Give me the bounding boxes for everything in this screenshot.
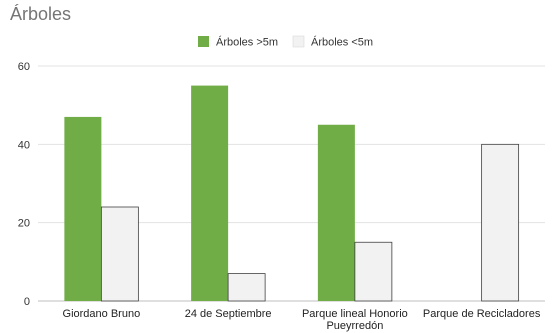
bar-short-0 <box>100 206 139 302</box>
bars <box>64 85 520 302</box>
y-tick-label: 40 <box>18 139 30 151</box>
x-category-label: 24 de Septiembre <box>185 308 272 320</box>
x-category-label: Giordano Bruno <box>63 308 141 320</box>
legend-label: Árboles <5m <box>311 36 373 49</box>
bar-short-2 <box>354 241 393 302</box>
y-tick-label: 0 <box>24 296 30 308</box>
bar-short-3 <box>481 143 520 302</box>
y-tick-label: 20 <box>18 218 30 230</box>
x-category-label: Parque de Recicladores <box>423 308 541 320</box>
y-axis-ticks: 0 20 40 60 <box>18 61 30 308</box>
y-tick-label: 60 <box>18 61 30 73</box>
chart-title: Árboles <box>10 4 72 24</box>
x-category-label: Pueyrredón <box>326 320 383 332</box>
bar-tall-2 <box>317 124 355 301</box>
legend-swatch <box>198 36 209 47</box>
legend-swatch <box>292 35 305 48</box>
legend: Árboles >5m Árboles <5m <box>198 36 373 49</box>
bar-tall-0 <box>64 116 102 302</box>
x-category-label: Parque lineal Honorio <box>302 308 408 320</box>
legend-label: Árboles >5m <box>216 36 278 49</box>
bar-short-1 <box>227 273 266 302</box>
bar-tall-1 <box>191 85 229 301</box>
x-axis-labels: Giordano Bruno 24 de Septiembre Parque lin… <box>63 308 541 332</box>
